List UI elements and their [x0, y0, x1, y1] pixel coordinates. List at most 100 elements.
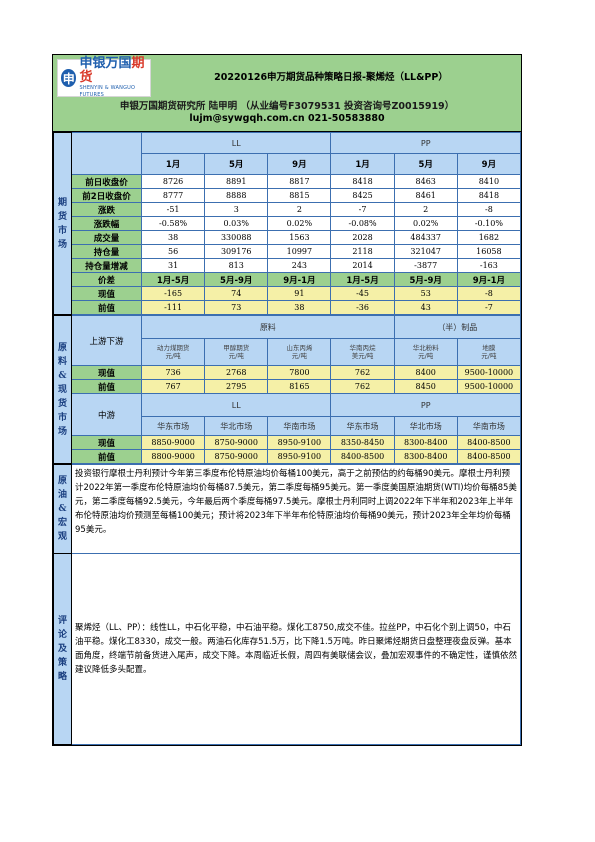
cell-value: 9500-10000 — [456, 365, 522, 380]
macro-text: 投资银行摩根士丹利预计今年第三季度布伦特原油均价每桶100美元，高于之前预估的约… — [71, 464, 521, 554]
cell-value: -0.10% — [456, 216, 522, 231]
month-header: 1月 — [140, 153, 206, 175]
row-label: 涨跌幅 — [71, 216, 142, 231]
cell-value: 8400 — [393, 365, 458, 380]
mid-group-ll: LL — [140, 393, 332, 417]
cell-value: 8410 — [456, 174, 522, 189]
row-label: 前2日收盘价 — [71, 188, 142, 203]
cell-value: 0.02% — [393, 216, 458, 231]
futures-corner — [71, 132, 142, 175]
cell-value: 8400-8500 — [330, 449, 395, 464]
cell-value: 8750-9000 — [204, 449, 269, 464]
futures-row: 涨跌 -51 3 2 -7 2 -8 — [54, 202, 522, 217]
midstream-header-row: 中游 LL PP — [54, 393, 521, 436]
market-header: 华南市场 — [267, 416, 332, 436]
market-header: 华北市场 — [393, 416, 458, 436]
futures-table: 期货市场 LL PP 1月 5月 9月 1月 5月 9月 前日收盘价 8726 8891 881… — [53, 132, 522, 315]
cell-value: 8350-8450 — [330, 435, 395, 450]
raw-column-header: 华南丙烷 美元/吨 — [330, 338, 395, 366]
futures-row: 涨跌幅 -0.58% 0.03% 0.02% -0.08% 0.02% -0.10% — [54, 216, 522, 231]
row-label: 现值 — [71, 435, 142, 450]
raw-column-header: 地膜 元/吨 — [456, 338, 522, 366]
cell-value: 8817 — [267, 174, 332, 189]
cell-value: 73 — [204, 300, 269, 315]
cell-value: 813 — [204, 258, 269, 273]
report-title: 20220126申万期货品种策略日报-聚烯烃（LL&PP） — [214, 72, 448, 83]
raw-column-header-part: 华南丙烷 — [349, 344, 376, 352]
spread-header: 5月-9月 — [393, 272, 458, 287]
cell-value: 8400-8500 — [456, 449, 522, 464]
raw-column-header-part: 动力煤期货 — [156, 344, 190, 352]
raw-column-header-part: 山东丙烯 — [286, 344, 313, 352]
cell-value: -0.08% — [330, 216, 395, 231]
cell-value: 1563 — [267, 230, 332, 245]
cell-value: -7 — [456, 300, 522, 315]
cell-value: 74 — [204, 286, 269, 301]
spread-row: 前值 -111 73 38 -36 43 -7 — [54, 300, 522, 315]
cell-value: 8418 — [330, 174, 395, 189]
cell-value: -3877 — [393, 258, 458, 273]
raw-column-header-part: 元/吨 — [291, 352, 307, 360]
cell-value: 43 — [393, 300, 458, 315]
cell-value: -165 — [140, 286, 206, 301]
cell-value: -163 — [456, 258, 522, 273]
cell-value: -7 — [330, 202, 395, 217]
cell-value: 330088 — [204, 230, 269, 245]
company-logo: 申 申银万国期货 SHENYIN & WANGUO FUTURES — [57, 56, 151, 98]
spread-label: 价差 — [71, 272, 142, 287]
spot-table: 原料 & 现货市场 上游下游 原料 （半）制品 动力煤期货 元/吨 甲醇期货 元/吨 山东丙… — [53, 315, 522, 464]
cell-value: 91 — [267, 286, 332, 301]
cell-value: 2768 — [204, 365, 269, 380]
cell-value: 8950-9100 — [267, 449, 332, 464]
logo-english-text: SHENYIN & WANGUO FUTURES — [79, 85, 136, 98]
cell-value: 2118 — [330, 244, 395, 259]
raw-row: 前值 767 2795 8165 762 8450 9500-10000 — [54, 379, 522, 394]
cell-value: 767 — [140, 379, 206, 394]
cell-value: 8891 — [204, 174, 269, 189]
logo-mark-icon: 申 — [61, 69, 77, 87]
row-label: 涨跌 — [71, 202, 142, 217]
raw-column-header-part: 甲醇期货 — [223, 344, 250, 352]
cell-value: 38 — [267, 300, 332, 315]
raw-column-header: 华北粉料 元/吨 — [393, 338, 458, 366]
cell-value: 8461 — [393, 188, 458, 203]
author-line: 申银万国期货研究所 陆甲明 （从业编号F3079531 投资咨询号Z001591… — [119, 101, 455, 112]
futures-section-label: 期货市场 — [53, 132, 72, 315]
raw-column-header-part: 元/吨 — [228, 352, 244, 360]
cell-value: 9500-10000 — [456, 379, 522, 394]
spread-header: 9月-1月 — [267, 272, 332, 287]
raw-row: 现值 736 2768 7800 762 8400 9500-10000 — [54, 365, 522, 380]
mid-group-pp: PP — [330, 393, 521, 417]
cell-value: 762 — [330, 379, 395, 394]
spread-header: 9月-1月 — [456, 272, 522, 287]
report-header: 申 申银万国期货 SHENYIN & WANGUO FUTURES 202201… — [53, 55, 521, 132]
spread-header: 1月-5月 — [140, 272, 206, 287]
row-label: 前值 — [71, 379, 142, 394]
mid-row: 前值 8800-9000 8750-9000 8950-9100 8400-8500 83… — [54, 449, 522, 464]
macro-table: 原油 & 宏观 投资银行摩根士丹利预计今年第三季度布伦特原油均价每桶100美元，高于… — [53, 464, 521, 745]
cell-value: 762 — [330, 365, 395, 380]
cell-value: 53 — [393, 286, 458, 301]
cell-value: 1682 — [456, 230, 522, 245]
cell-value: 484337 — [393, 230, 458, 245]
raw-column-header-part: 元/吨 — [481, 352, 497, 360]
cell-value: 2 — [393, 202, 458, 217]
cell-value: 321047 — [393, 244, 458, 259]
logo-text: 申银万国期货 — [79, 56, 145, 85]
futures-row: 前日收盘价 8726 8891 8817 8418 8463 8410 — [54, 174, 522, 189]
futures-row: 前2日收盘价 8777 8888 8815 8425 8461 8418 — [54, 188, 522, 203]
cell-value: 31 — [140, 258, 206, 273]
row-label: 持仓量增减 — [71, 258, 142, 273]
market-header: 华东市场 — [330, 416, 395, 436]
cell-value: 8300-8400 — [393, 435, 458, 450]
raw-column-header-part: 华北粉料 — [412, 344, 439, 352]
row-label: 现值 — [71, 286, 142, 301]
mid-row: 现值 8850-9000 8750-9000 8950-9100 8350-8450 83… — [54, 435, 522, 450]
cell-value: 3 — [204, 202, 269, 217]
spot-section-label: 原料 & 现货市场 — [53, 315, 72, 464]
month-header: 5月 — [393, 153, 458, 175]
row-label: 前日收盘价 — [71, 174, 142, 189]
cell-value: 8463 — [393, 174, 458, 189]
spread-row: 现值 -165 74 91 -45 53 -8 — [54, 286, 522, 301]
cell-value: 309176 — [204, 244, 269, 259]
